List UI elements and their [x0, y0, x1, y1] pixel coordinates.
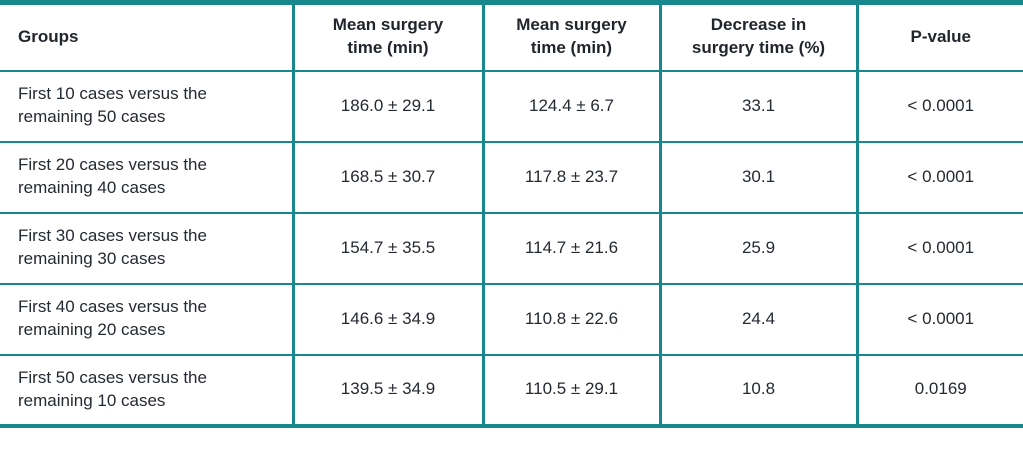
- mean-surgery-first-cell: 186.0 ± 29.1: [291, 70, 483, 142]
- table-row: First 40 cases versus the remaining 20 c…: [0, 283, 1023, 355]
- decrease-percent-cell: 10.8: [658, 354, 857, 426]
- mean-surgery-remaining-cell: 117.8 ± 23.7: [481, 141, 660, 213]
- table-header: Groups Mean surgery time (min) Mean surg…: [0, 2, 1023, 71]
- mean-surgery-remaining-cell: 114.7 ± 21.6: [481, 212, 660, 284]
- mean-surgery-remaining-cell: 124.4 ± 6.7: [481, 70, 660, 142]
- decrease-percent-cell: 33.1: [658, 70, 857, 142]
- mean-surgery-remaining-cell: 110.5 ± 29.1: [481, 354, 660, 426]
- table-row: First 10 cases versus the remaining 50 c…: [0, 70, 1023, 142]
- table-body: First 10 cases versus the remaining 50 c…: [0, 70, 1023, 426]
- mean-surgery-first-cell: 168.5 ± 30.7: [291, 141, 483, 213]
- column-header-decrease-in-surgery-time: Decrease in surgery time (%): [658, 2, 857, 71]
- group-cell: First 40 cases versus the remaining 20 c…: [0, 284, 293, 355]
- decrease-percent-cell: 24.4: [658, 283, 857, 355]
- p-value-cell: < 0.0001: [855, 283, 1023, 355]
- mean-surgery-first-cell: 139.5 ± 34.9: [291, 354, 483, 426]
- column-header-label: Mean surgery time (min): [332, 15, 444, 58]
- column-header-groups: Groups: [18, 26, 79, 46]
- group-label: First 30 cases versus the remaining 30 c…: [18, 226, 207, 268]
- mean-surgery-first-cell: 154.7 ± 35.5: [291, 212, 483, 284]
- table-row: First 30 cases versus the remaining 30 c…: [0, 212, 1023, 284]
- p-value-cell: 0.0169: [855, 354, 1023, 426]
- mean-surgery-remaining-cell: 110.8 ± 22.6: [481, 283, 660, 355]
- p-value-cell: < 0.0001: [855, 141, 1023, 213]
- group-label: First 20 cases versus the remaining 40 c…: [18, 155, 207, 197]
- column-header-p-value: P-value: [855, 2, 1023, 71]
- p-value-cell: < 0.0001: [855, 212, 1023, 284]
- decrease-percent-cell: 25.9: [658, 212, 857, 284]
- table-row: First 20 cases versus the remaining 40 c…: [0, 141, 1023, 213]
- p-value-cell: < 0.0001: [855, 70, 1023, 142]
- column-header-label: Decrease in surgery time (%): [691, 15, 826, 58]
- surgery-time-table: Groups Mean surgery time (min) Mean surg…: [0, 0, 1023, 428]
- group-label: First 50 cases versus the remaining 10 c…: [18, 367, 207, 410]
- group-cell: First 50 cases versus the remaining 10 c…: [0, 355, 293, 426]
- table-row: First 50 cases versus the remaining 10 c…: [0, 354, 1023, 426]
- group-label: First 10 cases versus the remaining 50 c…: [18, 84, 207, 126]
- group-cell: First 30 cases versus the remaining 30 c…: [0, 213, 293, 284]
- group-label: First 40 cases versus the remaining 20 c…: [18, 297, 207, 339]
- group-cell: First 20 cases versus the remaining 40 c…: [0, 142, 293, 213]
- decrease-percent-cell: 30.1: [658, 141, 857, 213]
- column-header-label: Mean surgery time (min): [516, 15, 627, 58]
- group-cell: First 10 cases versus the remaining 50 c…: [0, 71, 293, 142]
- column-header-mean-surgery-time-remaining: Mean surgery time (min): [481, 2, 660, 71]
- column-header-mean-surgery-time-first: Mean surgery time (min): [291, 2, 483, 71]
- header-row: Groups Mean surgery time (min) Mean surg…: [0, 2, 1023, 71]
- mean-surgery-first-cell: 146.6 ± 34.9: [291, 283, 483, 355]
